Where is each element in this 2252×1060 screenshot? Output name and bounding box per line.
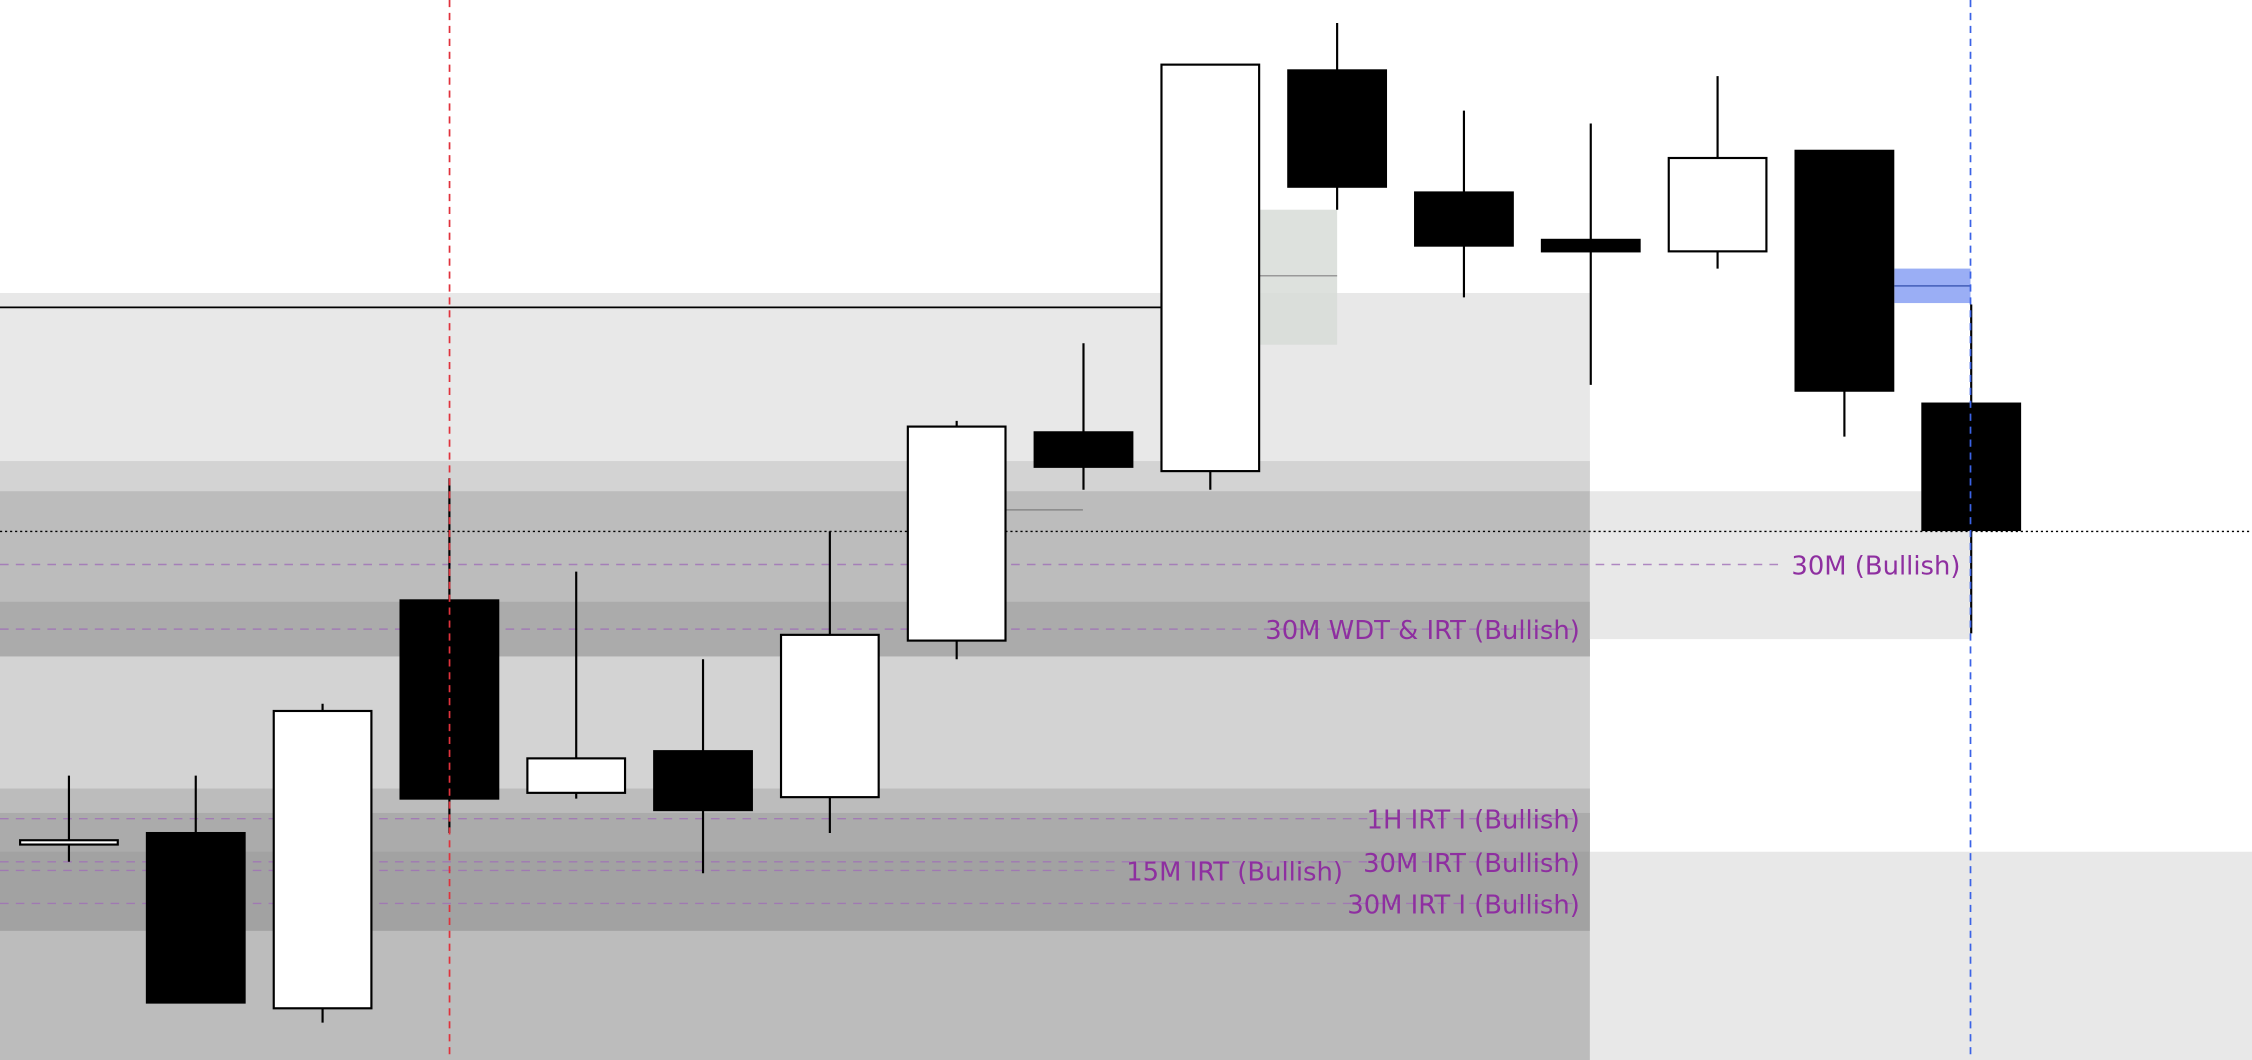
candle bbox=[145, 775, 246, 1004]
candle-body-bullish bbox=[779, 633, 880, 799]
reference-level: 1H IRT I (Bullish) bbox=[0, 806, 1580, 836]
candle-body-bearish bbox=[1540, 238, 1641, 253]
candle-body-bearish bbox=[653, 750, 753, 812]
candle bbox=[1540, 123, 1641, 385]
candle bbox=[1794, 149, 1895, 437]
candle-body-bearish bbox=[1414, 191, 1514, 247]
reference-level-label: 1H IRT I (Bullish) bbox=[1367, 806, 1580, 836]
candle-body-bullish bbox=[906, 425, 1007, 642]
candle bbox=[779, 531, 880, 834]
candle-body-bullish bbox=[1160, 63, 1261, 473]
candle bbox=[1414, 110, 1514, 298]
candle-body-bearish bbox=[1794, 149, 1895, 392]
candle bbox=[526, 571, 627, 799]
reference-level-label: 30M (Bullish) bbox=[1791, 552, 1960, 582]
candle-body-bearish bbox=[1033, 431, 1134, 468]
candle bbox=[1033, 343, 1134, 490]
candle bbox=[1160, 63, 1261, 490]
zone-right-lower bbox=[1589, 851, 2252, 1060]
candle bbox=[653, 659, 753, 874]
candle-body-bearish bbox=[1287, 69, 1388, 188]
reference-level: 30M (Bullish) bbox=[0, 552, 1960, 582]
candle bbox=[906, 420, 1007, 660]
candle bbox=[272, 703, 373, 1023]
reference-level-label: 30M IRT (Bullish) bbox=[1363, 849, 1580, 879]
candles bbox=[19, 22, 2022, 1023]
reference-level-label: 30M WDT & IRT (Bullish) bbox=[1265, 616, 1580, 646]
candle-body-bullish bbox=[526, 757, 627, 794]
reference-level: 30M IRT I (Bullish) bbox=[0, 890, 1580, 920]
reference-levels: 30M (Bullish) 30M WDT & IRT (Bullish) 1H I… bbox=[0, 552, 1960, 920]
reference-level: 30M WDT & IRT (Bullish) bbox=[0, 616, 1580, 646]
reference-level-label: 15M IRT (Bullish) bbox=[1126, 857, 1343, 887]
zone-lower-darkest bbox=[0, 851, 1590, 931]
candle bbox=[19, 775, 119, 862]
candle-body-bullish bbox=[272, 709, 373, 1010]
candle-body-bearish bbox=[145, 831, 246, 1004]
reference-level-label: 30M IRT I (Bullish) bbox=[1347, 890, 1580, 920]
candle-body-bullish bbox=[19, 839, 119, 846]
reference-level: 15M IRT (Bullish) bbox=[0, 857, 1343, 887]
candle-body-bullish bbox=[1667, 156, 1768, 253]
reference-level: 30M IRT (Bullish) bbox=[0, 849, 1580, 879]
zone-right-upper bbox=[1589, 491, 1971, 640]
gap-box bbox=[1259, 209, 1338, 345]
candle bbox=[1667, 76, 1768, 269]
candle bbox=[1287, 22, 1388, 210]
